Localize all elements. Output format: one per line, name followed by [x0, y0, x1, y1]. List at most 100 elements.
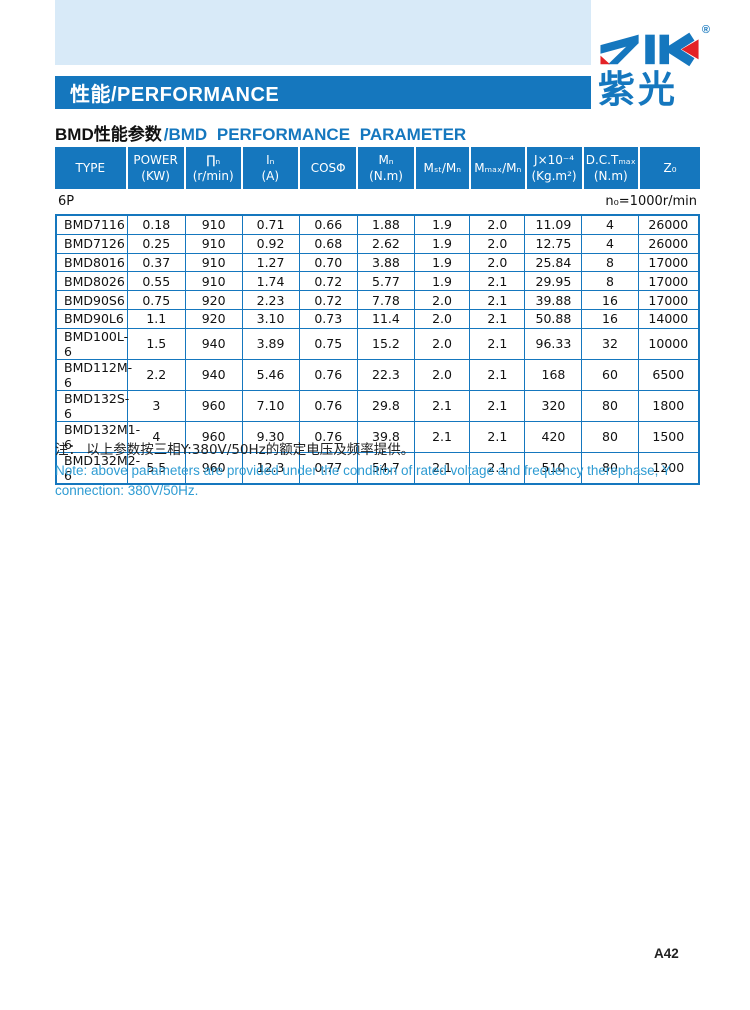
table-cell: 320: [524, 389, 583, 422]
group-row: 6P n₀=1000r/min: [55, 189, 700, 214]
header-row: TYPE POWER (KW) ∏ₙ (r/min) Iₙ (A) COSΦ Mₙ (N.m) Mₛ…: [55, 147, 700, 189]
table-row: BMD8026 0.55 910 1.74 0.72 5.77 1.9 2.1 29.95 8 17…: [55, 271, 700, 292]
table-row: BMD112M-6 2.2 940 5.46 0.76 22.3 2.0 2.1 168 60 65…: [55, 358, 700, 391]
table-cell: 0.76: [298, 420, 358, 453]
table-cell: 3: [126, 389, 186, 422]
table-cell: 2.1: [469, 420, 526, 453]
table-cell: 0.71: [241, 214, 300, 235]
table-cell: 0.25: [126, 233, 186, 254]
type-cell: BMD7126: [55, 233, 128, 254]
table-cell: 14000: [637, 308, 700, 329]
table-cell: 11.4: [357, 308, 415, 329]
table-cell: 12.3: [241, 451, 300, 485]
type-cell: BMD132M1-6: [55, 420, 140, 453]
table-cell: 0.72: [298, 271, 358, 292]
table-cell: 2.0: [469, 233, 526, 254]
brand-logo-icon: [600, 32, 699, 67]
section-banner: 性能/PERFORMANCE: [55, 76, 591, 109]
type-cell: BMD100L-6: [55, 327, 128, 360]
table-cell: 960: [184, 389, 243, 422]
table-cell: 2.1: [469, 271, 526, 292]
table-cell: 9.30: [241, 420, 300, 453]
table-cell: 25.84: [524, 252, 583, 273]
sync-speed-label: n₀=1000r/min: [605, 194, 697, 209]
table-cell: 168: [524, 358, 583, 391]
table-cell: 11.09: [524, 214, 583, 235]
table-cell: 2.1: [469, 308, 526, 329]
brand-name: 紫光: [598, 68, 678, 111]
table-cell: 4: [581, 214, 639, 235]
table-cell: 2.62: [357, 233, 415, 254]
table-row: BMD7126 0.25 910 0.92 0.68 2.62 1.9 2.0 12.75 4 26…: [55, 233, 700, 254]
table-cell: 50.88: [524, 308, 583, 329]
table-cell: 54.7: [357, 451, 415, 485]
table-cell: 2.0: [413, 358, 471, 391]
header-accent-block: [55, 0, 591, 65]
table-cell: 29.95: [524, 271, 583, 292]
table-cell: 6500: [637, 358, 700, 391]
table-cell: 1.27: [241, 252, 300, 273]
table-cell: 17000: [637, 290, 700, 310]
table-cell: 2.1: [469, 389, 526, 422]
table-cell: 8: [581, 252, 639, 273]
type-cell: BMD90S6: [55, 290, 128, 310]
table-cell: 0.70: [298, 252, 358, 273]
table-cell: 16: [581, 290, 639, 310]
table-row: BMD90S6 0.75 920 2.23 0.72 7.78 2.0 2.1 39.88 16 1…: [55, 290, 700, 310]
column-header: COSΦ: [297, 147, 358, 189]
column-header: ∏ₙ (r/min): [183, 147, 242, 189]
table-cell: 2.0: [469, 252, 526, 273]
table-cell: 2.0: [413, 290, 471, 310]
table-cell: 960: [184, 420, 243, 453]
parameter-table-body: BMD7116 0.18 910 0.71 0.66 1.88 1.9 2.0 11.09 4 26…: [55, 214, 700, 485]
table-cell: 10000: [637, 327, 700, 360]
table-cell: 2.1: [469, 327, 526, 360]
table-row: BMD132S-6 3 960 7.10 0.76 29.8 2.1 2.1 320 80 1800: [55, 389, 700, 422]
table-cell: 8: [581, 271, 639, 292]
table-cell: 80: [581, 420, 639, 453]
table-cell: 5.46: [241, 358, 300, 391]
table-cell: 2.1: [413, 389, 471, 422]
type-cell: BMD8016: [55, 252, 128, 273]
table-row: BMD132M1-6 4 960 9.30 0.76 39.8 2.1 2.1 420 80 150…: [55, 420, 700, 453]
table-cell: 1.1: [126, 308, 186, 329]
table-cell: 2.0: [413, 327, 471, 360]
page-title-en: /BMD PERFORMANCE PARAMETER: [163, 125, 467, 144]
table-cell: 0.55: [126, 271, 186, 292]
table-cell: 4: [581, 233, 639, 254]
table-cell: 910: [184, 214, 243, 235]
table-cell: 80: [581, 451, 639, 485]
table-cell: 22.3: [357, 358, 415, 391]
table-body: BMD7116 0.18 910 0.71 0.66 1.88 1.9 2.0 11.09 4 26…: [55, 214, 700, 485]
registered-trademark-icon: ®: [701, 24, 710, 36]
type-cell: BMD132S-6: [55, 389, 129, 422]
parameter-table-header: TYPE POWER (KW) ∏ₙ (r/min) Iₙ (A) COSΦ Mₙ (N.m) Mₛ…: [55, 147, 700, 189]
table-cell: 80: [581, 389, 639, 422]
table-cell: 0.66: [298, 214, 358, 235]
column-header: TYPE: [55, 147, 127, 189]
column-header: Mₘₐₓ/Mₙ: [469, 147, 526, 189]
table-cell: 0.75: [298, 327, 358, 360]
table-row: BMD132M2-6 5.5 960 12.3 0.77 54.7 2.1 2.1 510 80 1…: [55, 451, 700, 485]
table-cell: 60: [581, 358, 639, 391]
type-cell: BMD112M-6: [55, 358, 132, 391]
table-cell: 1800: [637, 389, 700, 422]
table-cell: 1.9: [413, 233, 471, 254]
table-cell: 96.33: [524, 327, 583, 360]
table-cell: 1.74: [241, 271, 300, 292]
table-cell: 0.73: [298, 308, 358, 329]
table-cell: 7.10: [241, 389, 300, 422]
column-header: POWER (KW): [125, 147, 185, 189]
table-cell: 3.88: [357, 252, 415, 273]
table-cell: 910: [184, 233, 243, 254]
table-row: BMD90L6 1.1 920 3.10 0.73 11.4 2.0 2.1 50.88 16 14…: [55, 308, 700, 329]
table-cell: 0.76: [298, 358, 358, 391]
table-cell: 2.1: [469, 358, 526, 391]
table-cell: 26000: [637, 233, 700, 254]
table-cell: 26000: [637, 214, 700, 235]
table-row: BMD7116 0.18 910 0.71 0.66 1.88 1.9 2.0 11.09 4 26…: [55, 214, 700, 235]
table-cell: 0.92: [241, 233, 300, 254]
table-cell: 1.9: [413, 252, 471, 273]
table-cell: 0.37: [126, 252, 186, 273]
